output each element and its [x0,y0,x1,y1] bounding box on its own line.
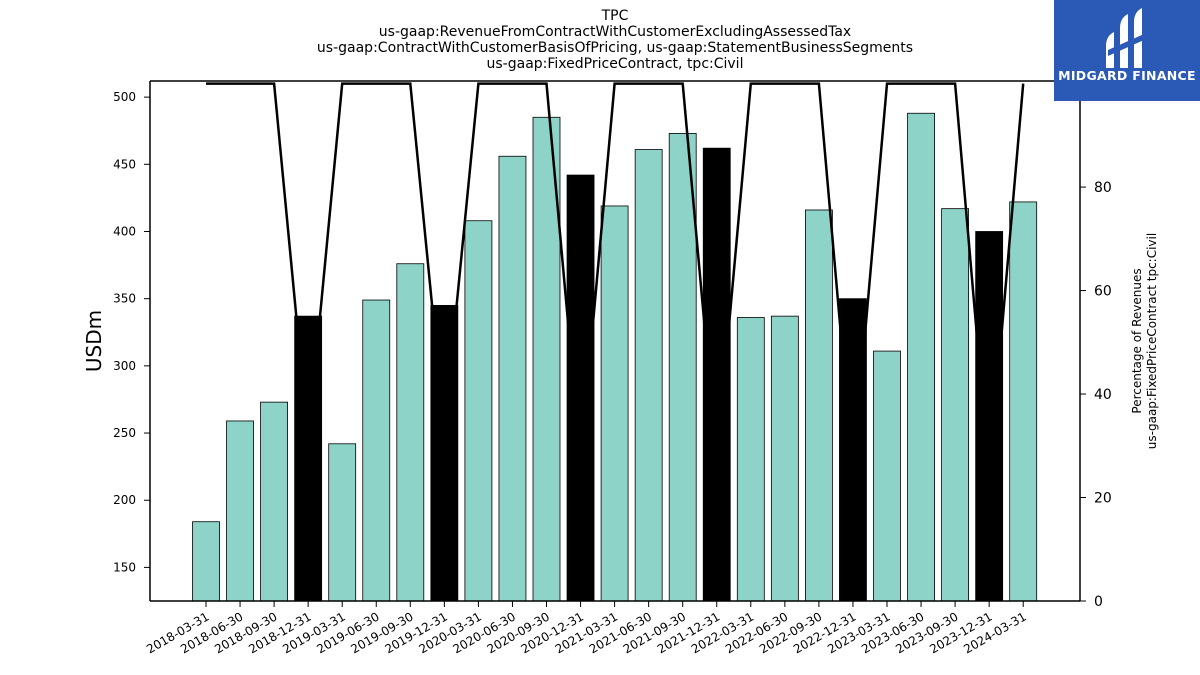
bar-2018-06-30 [226,420,254,602]
y2-tick-label: 40 [1094,387,1112,403]
logo-text: MIDGARD FINANCE [1058,68,1196,83]
y-tick-label: 150 [113,560,136,574]
bar-2022-03-31 [736,317,765,602]
bar-2024-03-31 [1009,201,1038,602]
y-axis-label: USDm [82,310,106,372]
bar-2019-03-31 [328,443,357,602]
y2-axis-label-line: Percentage of Revenues [1130,268,1144,413]
y-tick-label: 250 [113,426,136,440]
bar-2023-12-31 [975,231,1004,602]
bar-2023-06-30 [907,112,935,602]
bar-2021-09-30 [668,132,697,602]
bar-2018-12-31 [294,315,323,602]
bar-2020-09-30 [532,116,561,602]
y-tick-label: 450 [113,157,136,171]
y2-tick-label: 80 [1094,180,1112,196]
chart-title-line-1: TPC [601,8,629,24]
bar-2022-12-31 [839,298,867,602]
chart-title-line-4: us-gaap:FixedPriceContract, tpc:Civil [486,56,744,72]
y-tick-label: 300 [113,359,136,373]
y2-tick-label: 20 [1094,491,1112,507]
bar-2021-06-30 [634,149,663,602]
y2-tick-label: 0 [1094,594,1103,610]
bar-2019-09-30 [396,263,425,602]
y-tick-label: 400 [113,224,136,238]
y-tick-label: 350 [113,292,136,306]
bar-2020-12-31 [566,174,595,602]
bar-2021-03-31 [600,205,629,602]
bar-2023-03-31 [873,350,901,602]
bar-2021-12-31 [702,147,731,602]
y2-tick-label: 60 [1094,284,1112,300]
y2-axis-label-line: us-gaap:FixedPriceContract tpc:Civil [1145,233,1159,449]
y-tick-label: 200 [113,493,136,507]
logo-mark-icon [1106,8,1144,68]
chart-title-line-2: us-gaap:RevenueFromContractWithCustomerE… [378,24,852,40]
bar-2022-09-30 [805,209,833,602]
bar-2022-06-30 [770,315,799,602]
bar-2023-09-30 [941,208,969,602]
bar-2018-09-30 [260,401,289,602]
y-tick-label: 500 [113,90,136,104]
bar-2020-06-30 [498,155,527,602]
bar-2020-03-31 [464,220,493,602]
bar-2018-03-31 [192,521,220,602]
percentage-line [206,82,1025,477]
chart-title-line-3: us-gaap:ContractWithCustomerBasisOfPrici… [316,40,914,56]
bar-2019-06-30 [362,299,391,602]
bar-2019-12-31 [430,304,459,602]
brand-logo: MIDGARD FINANCE [1054,0,1200,101]
